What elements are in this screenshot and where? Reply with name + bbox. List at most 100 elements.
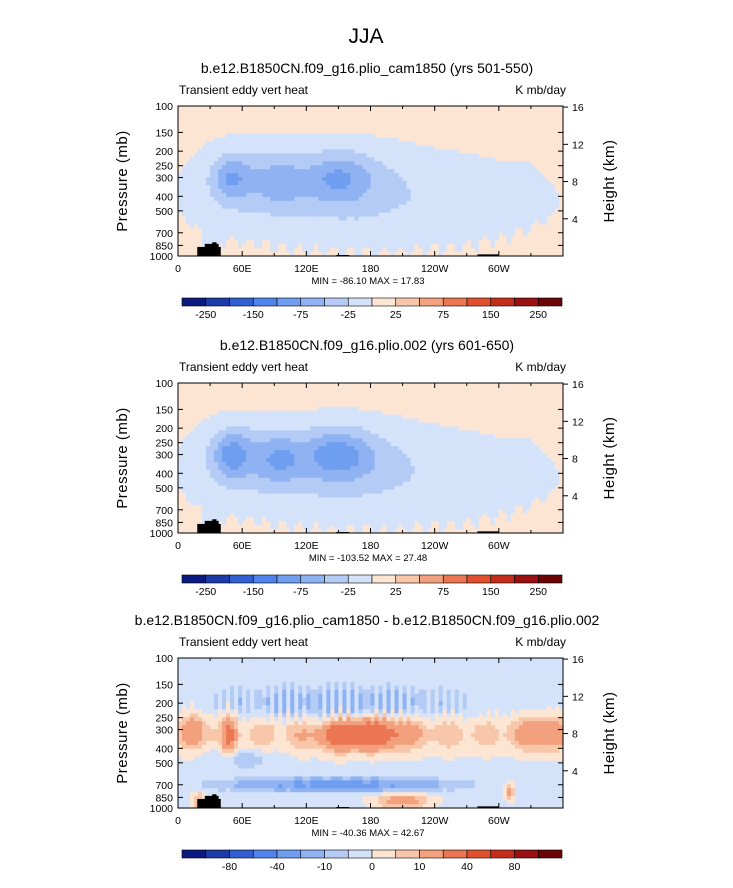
panel-1-cell [354,137,360,143]
panel-1-cell [450,125,456,131]
panel-1-cell [278,181,283,186]
panel-1-cell [382,244,388,249]
panel-1-cell [438,133,444,139]
panel-2-cell [230,529,235,534]
panel-1-cell [454,192,460,198]
panel-1-cell [318,161,323,166]
panel-2-cell [218,497,223,503]
panel-1-cell [466,212,472,218]
panel-1-cell [278,149,283,154]
panel-1-colorbar-swatch [181,297,207,307]
panel-1-cell [458,192,464,198]
panel-1-cell [278,188,283,194]
panel-1-cell [494,204,500,210]
panel-1-cell [234,208,239,214]
panel-2-cell [266,438,271,443]
panel-1-cell [214,157,219,162]
panel-2-cell [270,505,275,510]
panel-1-cell [526,212,532,218]
panel-1-cell [226,169,231,174]
panel-1-cell [238,184,243,190]
panel-1-cell [218,184,223,190]
panel-2-cell [226,426,231,431]
panel-1-cell [246,208,251,214]
panel-1-cell [306,177,311,182]
panel-2-cell [294,434,299,439]
panel-2-cell [234,442,239,447]
panel-1-cell [522,117,528,123]
panel-1-cell [438,236,444,241]
panel-1-cell [326,192,331,198]
panel-2-cell [226,509,231,514]
panel-2-cell [194,469,199,475]
panel-1-cell [526,145,532,151]
panel-1-cell [258,129,263,135]
panel-1-cell [186,192,191,198]
panel-2-cell [258,434,263,439]
panel-1-cell [342,228,348,233]
panel-1-cell [542,188,548,194]
panel-1-cell [270,109,275,115]
panel-1-cell [202,196,207,202]
panel-1-cell [302,228,307,233]
panel-1-cell [350,177,356,182]
panel-2-cell [182,481,187,487]
panel-1-cell [250,220,255,226]
panel-1-cell [414,161,420,166]
panel-1-cell [242,109,247,115]
panel-1-cell [318,204,323,210]
panel-1-cell [450,137,456,143]
panel-1-cell [546,181,552,186]
panel-2-cell [294,493,299,499]
panel-2-cell [290,485,295,491]
panel-1-cell [450,248,456,253]
panel-2-cell [254,383,259,388]
panel-1-cell [454,196,460,202]
panel-1-cell [486,129,492,135]
panel-1-cell [450,252,456,257]
panel-2-cell [238,481,243,487]
panel-1-cell [534,252,540,257]
panel-1-cell [242,169,247,174]
panel-1-cell [402,208,408,214]
panel-1-cell [458,173,464,178]
panel-2-cell [258,501,263,506]
panel-2-cell [222,430,227,435]
panel-1-cell [502,161,508,166]
panel-1-cell [462,192,468,198]
panel-1-ytick-right-label: 8 [572,177,578,189]
panel-1-cell [474,145,480,151]
panel-1-cell [290,161,295,166]
panel-2-cell [258,513,263,518]
panel-1-cell [546,137,552,143]
panel-1-cell [286,157,291,162]
panel-2-cell [230,434,235,439]
panel-1-cell [386,188,392,194]
panel-1-cell [242,216,247,222]
panel-1-cell [262,204,267,210]
panel-1-cell [470,141,476,147]
panel-1-cell [550,169,556,174]
panel-1-cell [266,169,271,174]
panel-1-cell [214,129,219,135]
panel-1-cell [182,200,187,206]
panel-1-cell [306,157,311,162]
panel-2-cell [290,383,295,388]
panel-1-cell [254,169,259,174]
panel-2-cell [214,398,219,404]
panel-1-cell [342,121,348,127]
panel-1-cell [342,165,348,170]
panel-2-cell [178,458,183,463]
panel-2-cell [182,418,187,424]
panel-1-cell [230,228,235,233]
panel-1-cell [438,228,444,233]
panel-1-cell [414,141,420,147]
panel-1-cell [542,204,548,210]
panel-2-cell [242,485,247,491]
panel-1-cell [250,153,255,158]
panel-1-cell [322,141,327,147]
panel-1-cell [442,141,448,147]
panel-2-cell [282,383,287,388]
panel-1-cell [354,113,360,119]
panel-1-cell [222,109,227,115]
